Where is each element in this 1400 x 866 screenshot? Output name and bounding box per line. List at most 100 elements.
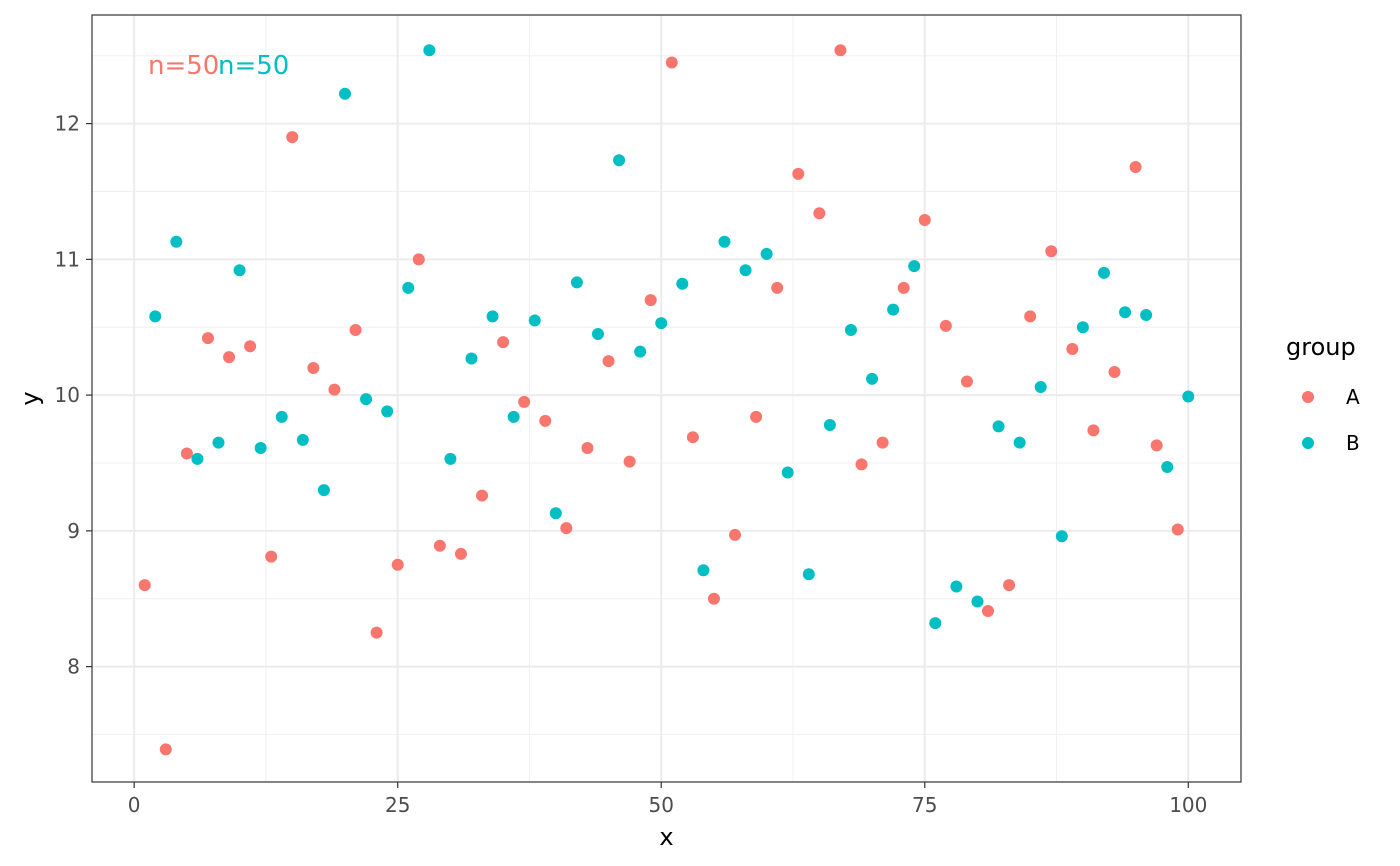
point-b	[254, 442, 267, 455]
point-a	[223, 351, 236, 364]
point-a	[497, 336, 510, 349]
point-b	[739, 264, 752, 277]
panel-border	[91, 14, 1242, 783]
point-a	[876, 436, 889, 449]
point-a	[1108, 366, 1121, 379]
point-a	[349, 323, 362, 336]
point-a	[960, 375, 973, 388]
point-b	[360, 393, 373, 406]
point-a	[265, 550, 278, 563]
point-b	[1182, 390, 1195, 403]
point-a	[1003, 579, 1016, 592]
point-b	[317, 484, 330, 497]
point-b	[1097, 266, 1110, 279]
point-a	[918, 213, 931, 226]
x-tick-label: 25	[385, 793, 410, 817]
point-a	[1024, 310, 1037, 323]
point-a	[539, 414, 552, 427]
point-b	[844, 323, 857, 336]
point-b	[866, 372, 879, 385]
point-b	[655, 317, 668, 330]
point-b	[1161, 461, 1174, 474]
point-a	[1150, 439, 1163, 452]
point-b	[275, 410, 288, 423]
point-a	[982, 604, 995, 617]
point-a	[201, 332, 214, 345]
point-b	[908, 260, 921, 273]
point-b	[549, 507, 562, 520]
point-a	[180, 447, 193, 460]
point-b	[1013, 436, 1026, 449]
point-b	[1055, 530, 1068, 543]
point-b	[781, 466, 794, 479]
point-b	[296, 433, 309, 446]
point-a	[729, 528, 742, 541]
point-a	[307, 361, 320, 374]
point-a	[897, 281, 910, 294]
point-a	[750, 410, 763, 423]
legend-key-a	[1302, 391, 1314, 403]
point-a	[433, 539, 446, 552]
point-a	[644, 294, 657, 307]
point-b	[1076, 321, 1089, 334]
point-a	[454, 547, 467, 560]
point-b	[591, 328, 604, 341]
point-a	[518, 395, 531, 408]
point-a	[813, 207, 826, 220]
annotation-b: n=50	[218, 51, 289, 81]
point-a	[939, 319, 952, 332]
point-a	[602, 355, 615, 368]
point-b	[423, 44, 436, 57]
x-tick-label: 0	[128, 793, 141, 817]
point-a	[1066, 342, 1079, 355]
legend-label-b: B	[1346, 431, 1360, 455]
point-a	[855, 458, 868, 471]
x-axis: 0 25 50 75 100	[128, 782, 1207, 817]
point-b	[233, 264, 246, 277]
point-a	[686, 431, 699, 444]
point-b	[170, 235, 183, 248]
point-b	[697, 564, 710, 577]
point-a	[1045, 245, 1058, 258]
point-b	[823, 418, 836, 431]
point-b	[528, 314, 541, 327]
point-b	[486, 310, 499, 323]
point-b	[676, 277, 689, 290]
point-a	[771, 281, 784, 294]
point-a	[370, 626, 383, 639]
x-tick-label: 50	[649, 793, 674, 817]
point-a	[834, 44, 847, 57]
minor-gridlines	[92, 15, 1241, 782]
point-a	[1087, 424, 1100, 437]
point-b	[402, 281, 415, 294]
data-points	[138, 44, 1195, 756]
point-a	[792, 167, 805, 180]
legend-key-b	[1302, 437, 1314, 449]
x-axis-title: x	[659, 823, 673, 851]
y-axis: 8 9 10 11 12	[55, 112, 92, 679]
y-tick-label: 8	[67, 655, 80, 679]
point-b	[1119, 306, 1132, 319]
point-a	[286, 131, 299, 144]
point-b	[613, 154, 626, 167]
point-b	[1034, 380, 1047, 393]
point-a	[623, 455, 636, 468]
point-a	[412, 253, 425, 266]
point-a	[244, 340, 257, 353]
legend-label-a: A	[1346, 385, 1360, 409]
point-b	[444, 452, 457, 465]
point-b	[570, 276, 583, 289]
y-tick-label: 9	[67, 519, 80, 543]
point-b	[887, 303, 900, 316]
point-b	[802, 568, 815, 581]
x-tick-label: 100	[1169, 793, 1207, 817]
point-b	[465, 352, 478, 365]
annotations: n=50n=50	[148, 51, 289, 81]
point-a	[1129, 161, 1142, 174]
point-a	[476, 489, 489, 502]
x-tick-label: 75	[912, 793, 937, 817]
point-b	[718, 235, 731, 248]
point-b	[634, 345, 647, 358]
point-b	[381, 405, 394, 418]
point-b	[992, 420, 1005, 433]
